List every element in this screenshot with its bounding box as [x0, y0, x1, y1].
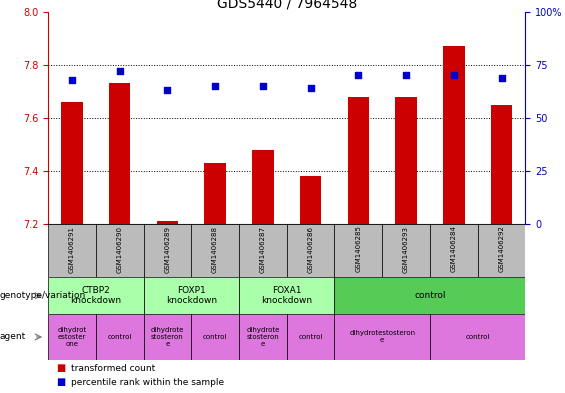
Text: GSM1406291: GSM1406291	[69, 226, 75, 273]
Bar	[144, 277, 239, 314]
Bar	[287, 314, 334, 360]
Bar	[430, 314, 525, 360]
Text: GSM1406288: GSM1406288	[212, 226, 218, 273]
Bar	[109, 83, 131, 224]
Text: GSM1406285: GSM1406285	[355, 226, 362, 272]
Text: control: control	[414, 291, 446, 300]
Point	[354, 72, 363, 79]
Bar	[205, 163, 226, 224]
Text: dihydrote
stosteron
e: dihydrote stosteron e	[151, 327, 184, 347]
Text: control: control	[203, 334, 227, 340]
Bar	[144, 314, 191, 360]
Bar	[61, 102, 82, 224]
Bar	[477, 224, 525, 277]
Point	[211, 83, 220, 89]
Bar	[191, 224, 239, 277]
Bar	[252, 150, 273, 224]
Bar	[144, 224, 191, 277]
Text: control: control	[466, 334, 490, 340]
Point	[449, 72, 458, 79]
Text: FOXA1
knockdown: FOXA1 knockdown	[261, 286, 312, 305]
Text: ■: ■	[56, 377, 66, 387]
Bar	[396, 97, 417, 224]
Bar	[157, 221, 178, 224]
Text: control: control	[107, 334, 132, 340]
Point	[115, 68, 124, 74]
Text: percentile rank within the sample: percentile rank within the sample	[71, 378, 224, 387]
Text: GSM1406292: GSM1406292	[498, 226, 505, 272]
Bar	[96, 224, 144, 277]
Point	[402, 72, 411, 79]
Bar	[96, 314, 144, 360]
Text: transformed count: transformed count	[71, 364, 155, 373]
Text: GSM1406286: GSM1406286	[307, 226, 314, 273]
Bar	[48, 314, 96, 360]
Bar	[334, 224, 382, 277]
Bar	[347, 97, 369, 224]
Bar	[239, 314, 287, 360]
Text: GSM1406290: GSM1406290	[116, 226, 123, 273]
Bar	[191, 314, 239, 360]
Text: dihydrotestosteron
e: dihydrotestosteron e	[349, 331, 415, 343]
Text: FOXP1
knockdown: FOXP1 knockdown	[166, 286, 217, 305]
Bar	[491, 105, 512, 224]
Bar	[334, 314, 430, 360]
Text: GSM1406289: GSM1406289	[164, 226, 171, 273]
Bar	[239, 277, 334, 314]
Text: GSM1406284: GSM1406284	[451, 226, 457, 272]
Text: dihydrot
estoster
one: dihydrot estoster one	[57, 327, 86, 347]
Text: genotype/variation: genotype/variation	[0, 291, 86, 300]
Title: GDS5440 / 7964548: GDS5440 / 7964548	[216, 0, 357, 11]
Bar	[382, 224, 430, 277]
Text: CTBP2
knockdown: CTBP2 knockdown	[70, 286, 121, 305]
Bar	[430, 224, 478, 277]
Text: GSM1406293: GSM1406293	[403, 226, 409, 273]
Text: agent: agent	[0, 332, 26, 342]
Point	[163, 87, 172, 94]
Point	[306, 85, 315, 91]
Bar	[48, 224, 96, 277]
Text: control: control	[298, 334, 323, 340]
Point	[497, 74, 506, 81]
Bar	[48, 277, 144, 314]
Bar	[334, 277, 525, 314]
Point	[258, 83, 267, 89]
Point	[67, 77, 76, 83]
Bar	[239, 224, 287, 277]
Text: ■: ■	[56, 364, 66, 373]
Bar	[443, 46, 464, 224]
Text: GSM1406287: GSM1406287	[260, 226, 266, 273]
Bar	[287, 224, 334, 277]
Bar	[300, 176, 321, 224]
Text: dihydrote
stosteron
e: dihydrote stosteron e	[246, 327, 280, 347]
